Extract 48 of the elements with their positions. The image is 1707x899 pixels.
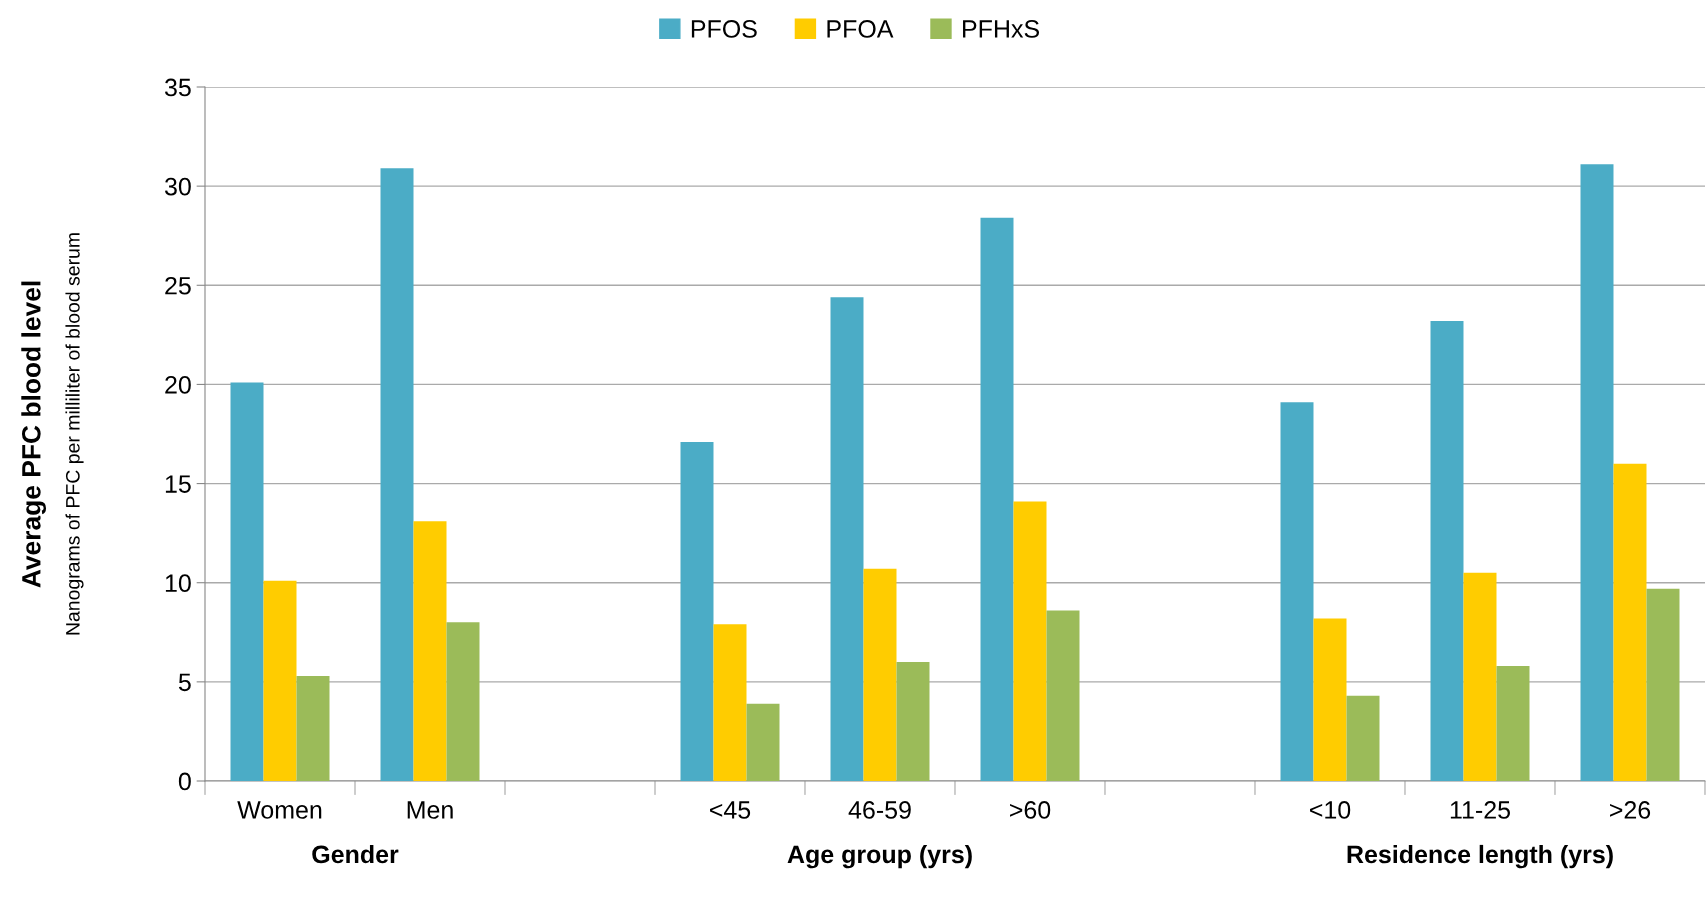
x-tick-label: Men xyxy=(407,801,453,819)
y-tick-label: 35 xyxy=(164,78,191,97)
bar xyxy=(863,568,897,781)
bar xyxy=(1646,588,1680,781)
bar xyxy=(746,703,780,781)
text: Nanograms of PFC per milliliter of blood serum xyxy=(65,233,84,635)
x-tick-label: Women xyxy=(237,801,322,819)
x-tick-label: >26 xyxy=(1610,801,1651,819)
bar xyxy=(296,675,330,781)
bar xyxy=(1280,402,1314,781)
x-tick-label: 46-59 xyxy=(848,801,911,819)
legend-label: PFOS xyxy=(691,20,757,38)
bar xyxy=(380,168,414,781)
x-tick-label: >60 xyxy=(1010,801,1051,819)
bar xyxy=(1430,320,1464,781)
bar xyxy=(230,382,264,781)
y-tick-label: 10 xyxy=(165,574,191,593)
bar xyxy=(263,580,297,781)
text: Gender xyxy=(312,844,399,864)
y-axis-title: Average PFC blood level xyxy=(21,281,46,588)
bar xyxy=(1463,572,1497,781)
bar xyxy=(1313,618,1347,781)
bar xyxy=(446,622,480,781)
x-tick-label: <10 xyxy=(1310,801,1351,819)
bar xyxy=(680,441,714,781)
legend-label: PFHxS xyxy=(963,20,1040,38)
y-tick-label: 5 xyxy=(178,673,191,692)
legend-label: PFOA xyxy=(827,20,894,38)
y-tick-label: 25 xyxy=(165,276,191,295)
x-tick-label: <45 xyxy=(710,801,751,819)
x-tick-label: 11-25 xyxy=(1450,801,1510,819)
y-tick-label: 15 xyxy=(165,475,191,493)
bar xyxy=(830,297,864,781)
bar xyxy=(413,521,447,781)
y-tick-label: 30 xyxy=(164,177,191,196)
bar xyxy=(1580,164,1614,781)
text: Age group (yrs) xyxy=(787,844,972,869)
text: Residence length (yrs) xyxy=(1347,844,1613,869)
bar xyxy=(1496,665,1530,781)
bar xyxy=(896,662,930,781)
bar xyxy=(1013,501,1047,781)
y-tick-label: 20 xyxy=(165,376,191,394)
y-tick-label: 0 xyxy=(178,772,191,791)
bar xyxy=(713,624,747,781)
bar xyxy=(1613,463,1647,781)
bar xyxy=(1346,695,1380,781)
bar xyxy=(980,217,1014,781)
bar xyxy=(1046,610,1080,781)
